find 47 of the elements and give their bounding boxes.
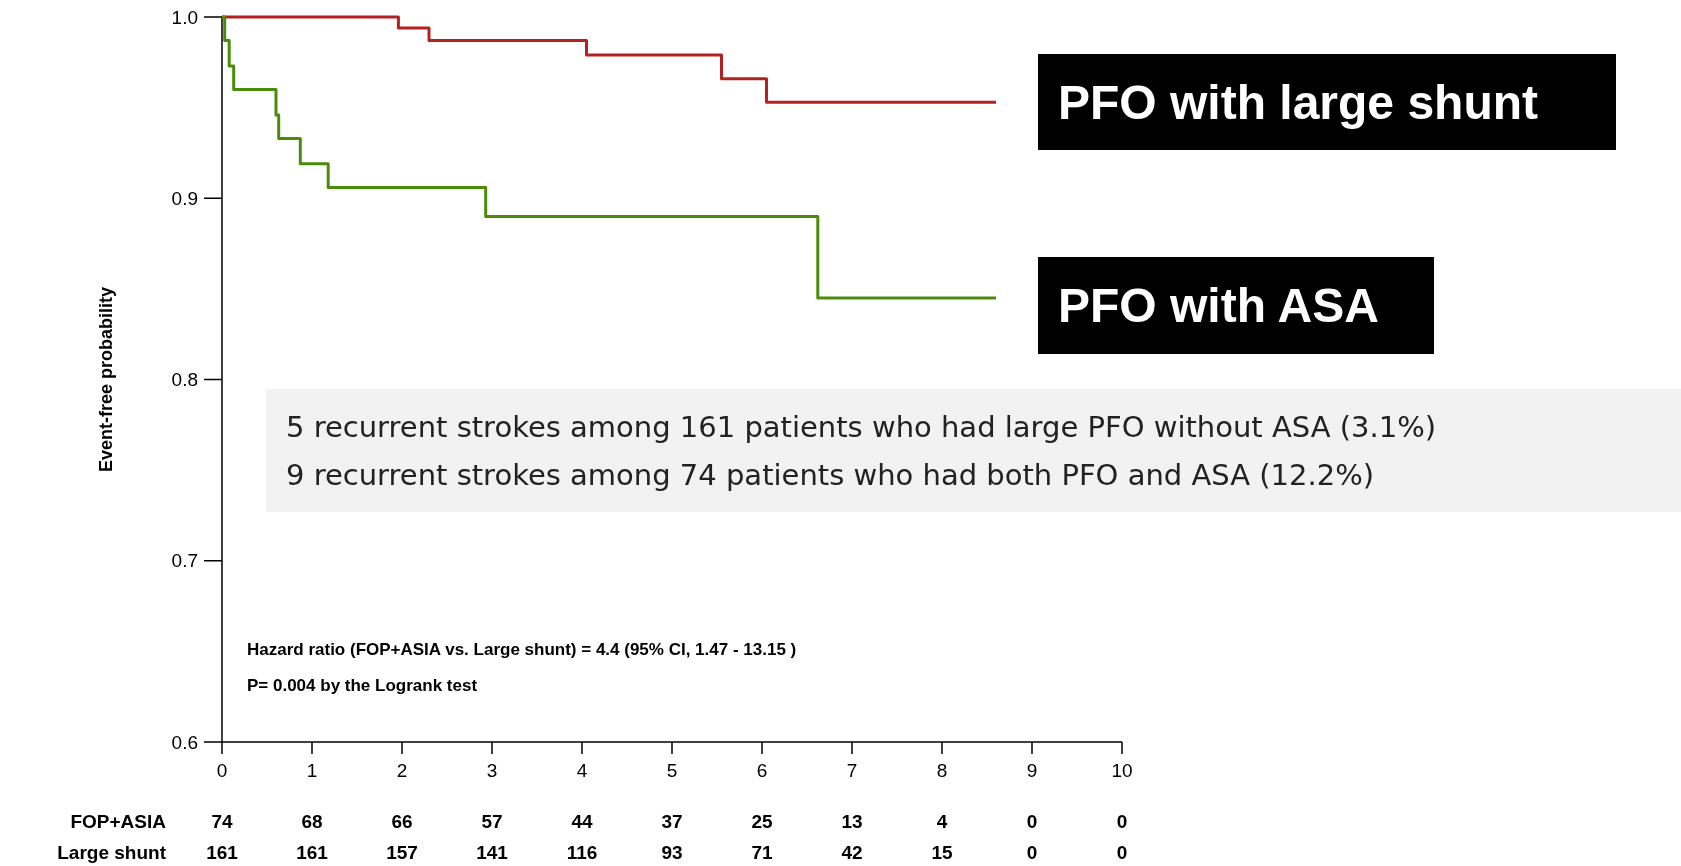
annotation: Hazard ratio (FOP+ASIA vs. Large shunt) = 4.4 (95% CI, 1.47 - 13.15 ) — [247, 640, 797, 659]
text: 141 — [476, 842, 509, 863]
text: FOP+ASIA — [70, 811, 167, 832]
text: 37 — [661, 811, 683, 832]
text: 25 — [751, 811, 773, 832]
text: 0 — [1026, 842, 1038, 863]
x-tick-label: 4 — [576, 760, 588, 781]
text: 161 — [296, 842, 329, 863]
text: 42 — [841, 842, 863, 863]
x-tick-label: 3 — [486, 760, 498, 781]
y-tick-label: 0.9 — [171, 187, 198, 209]
x-tick-label: 1 — [306, 760, 318, 781]
x-tick-label: 0 — [216, 760, 228, 781]
annotation: P= 0.004 by the Logrank test — [247, 676, 478, 695]
text: 44 — [571, 811, 593, 832]
text: 0 — [1116, 842, 1128, 863]
text: 15 — [931, 842, 953, 863]
x-tick-label: 9 — [1026, 760, 1038, 781]
x-tick-label: 10 — [1111, 760, 1133, 781]
text: 157 — [386, 842, 418, 863]
y-axis-title: Event-free probability — [96, 286, 116, 473]
y-tick-label: 1.0 — [171, 6, 198, 28]
annotation: 9 recurrent strokes among 74 patients who had both PFO and ASA (12.2%) — [286, 458, 1375, 492]
text: 57 — [481, 811, 503, 832]
x-tick-label: 8 — [936, 760, 948, 781]
text: 0 — [1026, 811, 1038, 832]
text: Large shunt — [57, 842, 167, 863]
x-tick-label: 2 — [396, 760, 408, 781]
y-tick-label: 0.6 — [171, 731, 198, 753]
text: 161 — [206, 842, 239, 863]
x-tick-label: 5 — [666, 760, 678, 781]
series-label: PFO with ASA — [1058, 279, 1379, 333]
text: 116 — [566, 842, 598, 863]
text: 74 — [211, 811, 233, 832]
annotation: 5 recurrent strokes among 161 patients who had large PFO without ASA (3.1%) — [286, 410, 1437, 444]
text: 71 — [751, 842, 773, 863]
text: 0 — [1116, 811, 1128, 832]
text: 13 — [841, 811, 863, 832]
y-tick-label: 0.7 — [171, 550, 198, 572]
x-tick-label: 7 — [846, 760, 858, 781]
series-label: PFO with large shunt — [1058, 75, 1539, 129]
y-tick-label: 0.8 — [171, 369, 198, 391]
text: 93 — [661, 842, 683, 863]
text: 68 — [301, 811, 323, 832]
text: 66 — [391, 811, 413, 832]
x-tick-label: 6 — [756, 760, 768, 781]
text: 4 — [936, 811, 948, 832]
